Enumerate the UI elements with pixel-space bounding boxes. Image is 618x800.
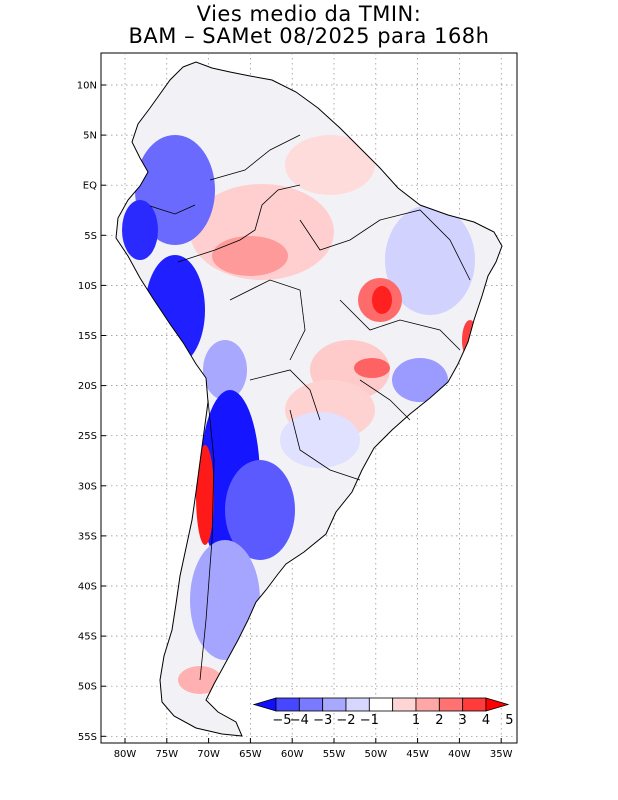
border-chile-argentina xyxy=(199,399,215,681)
colorbar-box xyxy=(298,697,324,712)
colorbar-box xyxy=(322,697,347,712)
colorbar-box xyxy=(392,697,417,712)
lat-tick-label: 40S xyxy=(78,582,97,593)
lat-tick-label: 25S xyxy=(78,431,97,442)
border-colombia-brazil xyxy=(209,134,301,181)
lat-tick-label: EQ xyxy=(83,181,97,192)
amazon-warm-core xyxy=(212,236,288,276)
border-bolivia-brazil xyxy=(229,279,306,361)
colorbar-box xyxy=(462,697,487,712)
title-line-1: Vies medio da TMIN: xyxy=(196,2,422,26)
lat-tick-label: 15S xyxy=(78,331,97,342)
bias-field xyxy=(122,135,478,694)
south-cool-bias xyxy=(280,412,360,468)
colorbar-label: −5 xyxy=(272,713,291,728)
border-brazil-states-central xyxy=(339,299,461,351)
lon-tick-label: 55W xyxy=(323,749,346,760)
lat-tick-label: 10N xyxy=(77,81,97,92)
title-line-2: BAM – SAMet 08/2025 para 168h xyxy=(128,24,490,48)
border-ecuador-peru xyxy=(149,204,196,215)
colorbar-box xyxy=(415,697,440,712)
colorbar-box xyxy=(438,697,464,712)
border-brazil-states-south xyxy=(359,379,411,421)
colorbar-label: 1 xyxy=(412,713,420,728)
lon-tick-label: 75W xyxy=(155,749,178,760)
country-borders xyxy=(149,134,471,681)
colorbar-box xyxy=(275,697,300,712)
bolivia-cool-bias xyxy=(203,340,247,400)
central-warm-core xyxy=(354,358,390,378)
colorbar: −5−4 −3 −2 −1 1 2 3 4 5 xyxy=(252,697,513,728)
guianas-warm-bias xyxy=(285,135,375,195)
lat-tick-label: 35S xyxy=(78,531,97,542)
colorbar-label: −3 xyxy=(313,713,332,728)
southeast-cool-bias xyxy=(392,358,448,402)
colorbar-label: 4 xyxy=(482,713,490,728)
tocantins-warm-core xyxy=(372,286,392,314)
lat-tick-label: 10S xyxy=(78,281,97,292)
lon-tick-label: 45W xyxy=(406,749,429,760)
border-brazil-states-north xyxy=(299,209,471,281)
lon-tick-label: 60W xyxy=(281,749,304,760)
colorbar-max-arrow xyxy=(485,697,510,712)
chile-warm-bias xyxy=(196,445,214,545)
argentina-cool-bias xyxy=(225,460,295,560)
latitude-axis: 10N 5N EQ 5S 10S 15S 20S 25S 30S 35S 40S 45S 50S 55S xyxy=(77,81,106,743)
colorbar-label: 3 xyxy=(459,713,467,728)
lon-tick-label: 50W xyxy=(364,749,387,760)
colorbar-label: −2 xyxy=(336,713,355,728)
lon-tick-label: 35W xyxy=(490,749,513,760)
ecuador-coast-cool-bias xyxy=(122,200,158,260)
border-peru-brazil xyxy=(177,184,301,263)
lat-tick-label: 30S xyxy=(78,481,97,492)
lon-tick-label: 40W xyxy=(448,749,471,760)
lon-tick-label: 80W xyxy=(114,749,137,760)
colorbar-label: 2 xyxy=(435,713,443,728)
colorbar-box xyxy=(368,697,394,712)
colorbar-label: 5 xyxy=(505,713,513,728)
lat-tick-label: 45S xyxy=(78,632,97,643)
lat-tick-label: 20S xyxy=(78,381,97,392)
lat-tick-label: 5S xyxy=(84,231,97,242)
colorbar-label: −4 xyxy=(290,713,309,728)
northeast-cool-bias xyxy=(385,205,475,315)
lon-tick-label: 65W xyxy=(239,749,262,760)
longitude-axis: 80W 75W 70W 65W 60W 55W 50W 45W 40W 35W xyxy=(114,738,513,760)
lat-tick-label: 50S xyxy=(78,682,97,693)
lat-tick-label: 5N xyxy=(83,131,97,142)
colorbar-box xyxy=(345,697,370,712)
lon-tick-label: 70W xyxy=(197,749,220,760)
border-argentina-brazil xyxy=(289,409,361,481)
lat-tick-label: 55S xyxy=(78,732,97,743)
border-paraguay xyxy=(249,369,321,421)
colorbar-label: −1 xyxy=(360,713,379,728)
